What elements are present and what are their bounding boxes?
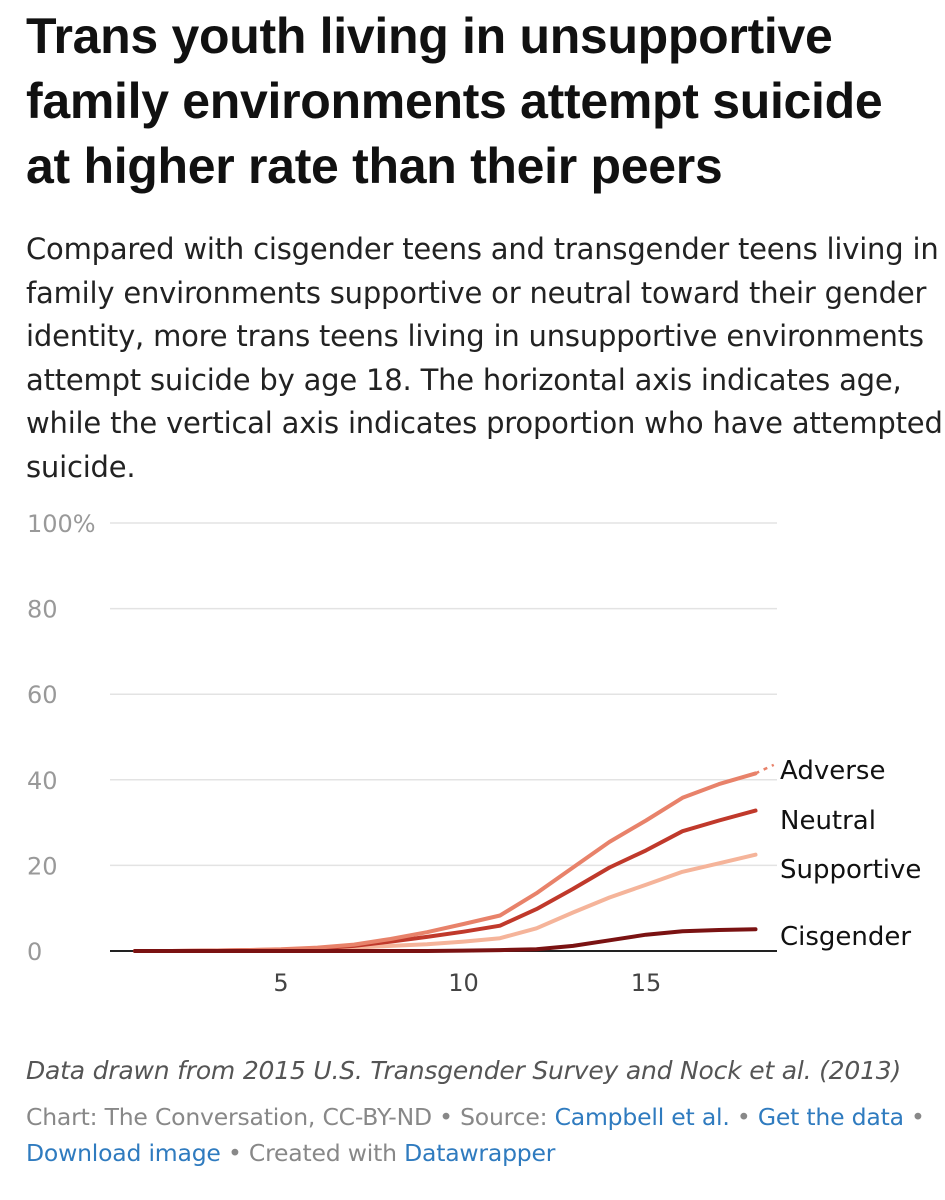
chart-subtitle: Compared with cisgender teens and transg…: [26, 232, 943, 484]
download-image-link[interactable]: Download image: [26, 1139, 221, 1167]
series-lines: [133, 763, 775, 953]
series-labels: Adverse Neutral Supportive Cisgender: [780, 756, 921, 952]
series-line-adverse: [133, 771, 758, 953]
x-axis-ticks: 5 10 15: [273, 969, 661, 997]
source-link[interactable]: Campbell et al.: [554, 1103, 730, 1131]
y-axis-ticks: 0 20 40 60 80 100%: [27, 510, 96, 966]
separator: •: [903, 1103, 925, 1131]
line-chart: 0 20 40 60 80 100% 5 10 15 Adverse Neutral Suppor…: [27, 510, 921, 997]
x-tick-label: 5: [273, 969, 288, 997]
y-tick-label: 100%: [27, 510, 96, 538]
series-extrapolation-adverse: [754, 763, 775, 775]
chart-credit: Chart: The Conversation, CC-BY-ND: [26, 1103, 432, 1131]
y-tick-label: 60: [27, 681, 58, 709]
chart-notes: Data drawn from 2015 U.S. Transgender Su…: [26, 1056, 902, 1085]
series-label-cisgender: Cisgender: [780, 922, 911, 952]
separator: •: [220, 1139, 249, 1167]
chart-footer: Chart: The Conversation, CC-BY-ND • Sour…: [26, 1099, 926, 1171]
separator: •: [431, 1103, 461, 1131]
y-tick-label: 0: [27, 938, 42, 966]
y-tick-label: 40: [27, 767, 58, 795]
created-with-text: Created with: [248, 1139, 405, 1167]
y-tick-label: 80: [27, 596, 58, 624]
series-label-adverse: Adverse: [780, 756, 885, 786]
series-label-neutral: Neutral: [780, 806, 876, 836]
grid-lines: [110, 522, 777, 952]
series-line-cisgender: [133, 927, 758, 953]
x-tick-label: 15: [631, 969, 662, 997]
series-label-supportive: Supportive: [780, 855, 921, 885]
chart-title: Trans youth living in unsupportive famil…: [26, 8, 883, 194]
series-line-supportive: [133, 852, 758, 953]
source-prefix: Source:: [460, 1103, 555, 1131]
separator: •: [729, 1103, 758, 1131]
y-tick-label: 20: [27, 852, 58, 880]
get-the-data-link[interactable]: Get the data: [757, 1103, 904, 1131]
x-tick-label: 10: [448, 969, 479, 997]
datawrapper-link[interactable]: Datawrapper: [404, 1139, 556, 1167]
